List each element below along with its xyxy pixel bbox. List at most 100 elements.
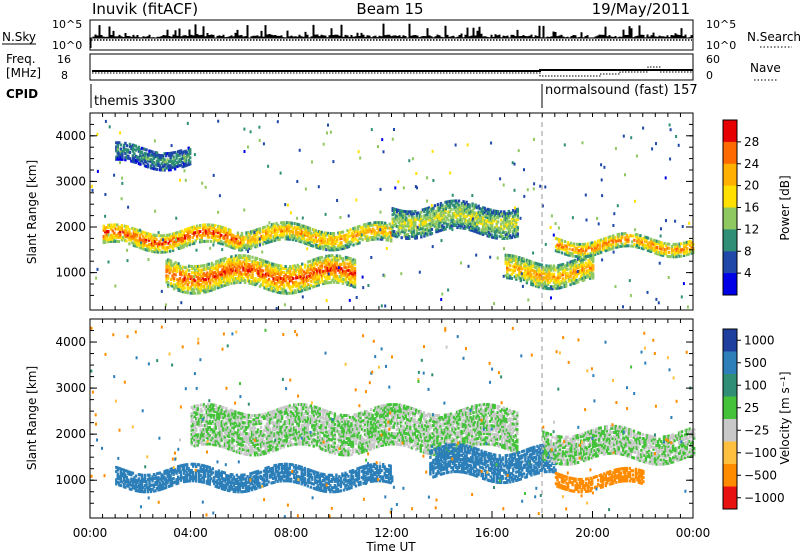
data-cell xyxy=(488,214,491,218)
data-cell xyxy=(355,238,358,242)
data-cell xyxy=(492,215,495,219)
data-cell xyxy=(150,241,154,245)
data-cell xyxy=(195,265,198,268)
data-cell xyxy=(195,271,198,275)
data-cell xyxy=(445,204,449,208)
data-cell xyxy=(209,284,212,288)
data-cell xyxy=(197,275,200,279)
data-cell xyxy=(216,274,219,277)
data-cell xyxy=(338,275,341,279)
data-cell xyxy=(414,210,417,213)
data-cell xyxy=(465,200,468,204)
data-cell xyxy=(209,246,212,250)
data-cell xyxy=(206,281,209,285)
data-cell xyxy=(287,235,290,239)
data-cell xyxy=(261,238,265,242)
data-cell xyxy=(141,247,145,251)
data-cell xyxy=(629,294,632,298)
data-cell xyxy=(475,214,479,218)
data-cell xyxy=(186,285,189,288)
data-cell xyxy=(414,236,417,240)
data-cell xyxy=(254,228,257,232)
data-cell xyxy=(642,126,645,130)
data-cell xyxy=(258,237,261,241)
data-cell xyxy=(328,242,331,246)
data-cell xyxy=(323,245,327,249)
data-cell xyxy=(427,210,431,214)
data-cell xyxy=(516,218,519,221)
data-cell xyxy=(365,234,369,238)
data-cell xyxy=(396,224,399,228)
data-cell xyxy=(168,235,172,239)
data-cell xyxy=(457,220,461,223)
data-cell xyxy=(603,237,606,241)
data-cell xyxy=(377,225,381,229)
data-cell xyxy=(188,230,191,234)
data-cell xyxy=(206,287,209,291)
data-cell xyxy=(296,180,299,183)
data-cell xyxy=(411,230,414,234)
colorbar-swatch xyxy=(723,273,737,296)
data-cell xyxy=(307,230,310,234)
data-cell xyxy=(429,207,432,211)
data-cell xyxy=(240,242,244,246)
data-cell xyxy=(120,224,124,227)
data-cell xyxy=(384,227,387,231)
data-cell xyxy=(188,281,191,285)
data-cell xyxy=(344,246,348,250)
data-cell xyxy=(468,228,471,232)
data-cell xyxy=(266,238,269,242)
data-cell xyxy=(249,269,253,273)
data-cell xyxy=(391,231,394,235)
data-cell xyxy=(642,237,645,240)
data-cell xyxy=(503,216,506,220)
data-cell xyxy=(254,256,257,260)
data-cell xyxy=(162,246,166,250)
data-cell xyxy=(240,274,244,278)
data-cell xyxy=(322,241,325,245)
data-cell xyxy=(228,267,232,271)
data-cell xyxy=(489,221,492,224)
data-cell xyxy=(212,273,215,277)
data-cell xyxy=(552,233,555,237)
data-cell xyxy=(550,214,553,218)
data-cell xyxy=(200,270,203,274)
data-cell xyxy=(104,234,107,238)
data-cell xyxy=(260,237,263,240)
data-cell xyxy=(178,289,182,293)
data-cell xyxy=(178,268,182,272)
data-cell xyxy=(212,223,215,227)
data-cell xyxy=(175,282,179,286)
data-cell xyxy=(236,260,239,264)
data-cell xyxy=(231,277,235,281)
data-cell xyxy=(456,226,459,230)
data-cell xyxy=(186,291,189,295)
data-cell xyxy=(323,239,327,243)
data-cell xyxy=(358,231,361,235)
data-cell xyxy=(439,224,443,228)
data-cell xyxy=(557,250,561,254)
data-cell xyxy=(240,276,244,280)
data-cell xyxy=(507,220,510,224)
data-cell xyxy=(186,276,189,280)
data-cell xyxy=(177,262,180,266)
data-cell xyxy=(249,240,253,244)
data-cell xyxy=(298,227,301,231)
data-cell xyxy=(144,240,148,243)
data-cell xyxy=(191,275,194,279)
data-cell xyxy=(444,211,447,215)
data-cell xyxy=(575,242,579,246)
data-cell xyxy=(204,280,207,283)
data-cell xyxy=(190,230,193,234)
data-cell xyxy=(287,225,290,229)
data-cell xyxy=(678,254,681,258)
data-cell xyxy=(506,212,509,216)
data-cell xyxy=(338,231,342,235)
data-cell xyxy=(146,163,150,167)
data-cell xyxy=(332,238,336,242)
data-cell xyxy=(222,420,225,424)
data-cell xyxy=(201,272,204,276)
data-cell xyxy=(212,287,215,291)
data-cell xyxy=(189,156,192,160)
data-cell xyxy=(444,200,447,204)
